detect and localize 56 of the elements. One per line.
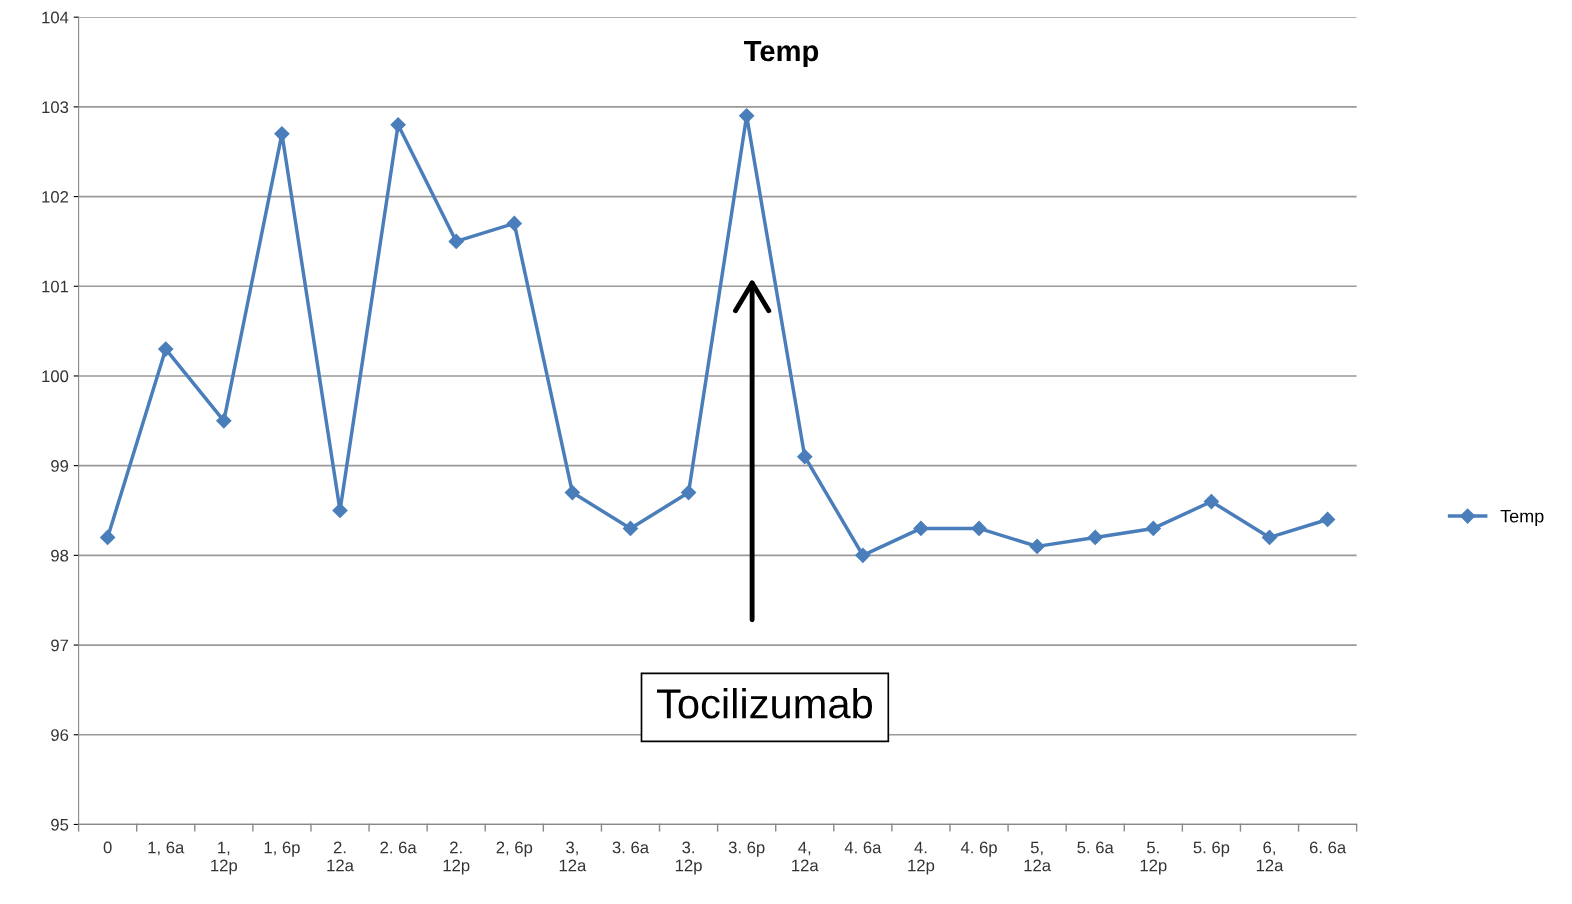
point xyxy=(100,529,116,545)
x-tick-label: 4, 12a xyxy=(792,841,819,872)
point xyxy=(158,341,174,357)
x-tick-label: 5. 6a xyxy=(1077,841,1114,854)
x-tick-label: 3. 12p xyxy=(675,841,702,875)
x-tick-label: 3, 12a xyxy=(559,841,587,872)
y-tick-label: 96 xyxy=(51,729,69,741)
point xyxy=(1203,493,1219,510)
legend-label: Temp xyxy=(1500,509,1544,527)
y-tick-label: 104 xyxy=(42,11,69,24)
x-tick-label: 6, 12a xyxy=(1256,841,1284,872)
y-tick-label: 100 xyxy=(42,370,69,383)
point xyxy=(1145,520,1161,537)
point xyxy=(564,484,580,501)
x-tick-label: 0 xyxy=(103,841,112,854)
x-tick-label: 5. 12p xyxy=(1140,841,1167,875)
x-tick-label: 6. 6a xyxy=(1309,841,1347,854)
text: Temp xyxy=(744,40,819,68)
x-tick-label: 4. 6a xyxy=(844,841,882,854)
x-tick-label: 3. 6p xyxy=(728,841,765,857)
y-tick-label: 101 xyxy=(42,280,69,293)
y-tick-label: 98 xyxy=(51,549,69,562)
x-tick-label: 1, 6a xyxy=(148,841,185,856)
point xyxy=(855,547,871,563)
x-tick-label: 4. 12p xyxy=(908,841,935,875)
x-tick-label: 1, 12p xyxy=(211,841,238,875)
x-tick-label: 2. 12a xyxy=(327,841,354,872)
point xyxy=(1320,511,1336,528)
point xyxy=(681,484,697,501)
y-tick-label: 99 xyxy=(51,460,69,472)
point xyxy=(274,126,290,142)
x-tick-label: 2. 12p xyxy=(443,841,470,875)
point xyxy=(1261,529,1278,545)
annotation: Tocilizumab xyxy=(657,687,872,719)
x-tick-label: 5, 12a xyxy=(1024,841,1052,872)
point xyxy=(797,449,813,465)
point xyxy=(1087,529,1103,545)
x-tick-label: 3. 6a xyxy=(612,841,650,854)
x-tick-label: 2. 6a xyxy=(380,841,417,854)
x-tick-label: 5. 6p xyxy=(1193,841,1230,857)
point xyxy=(739,108,755,124)
point xyxy=(448,233,464,249)
point xyxy=(506,215,522,232)
point xyxy=(622,520,639,537)
x-tick-label: 2, 6p xyxy=(496,841,533,857)
point xyxy=(1029,538,1045,554)
y-tick-label: 97 xyxy=(51,639,69,652)
x-tick-label: 4. 6p xyxy=(960,841,997,857)
point xyxy=(390,117,406,133)
y-tick-label: 102 xyxy=(42,190,69,203)
x-tick-label: 1, 6p xyxy=(264,841,300,857)
y-tick-label: 103 xyxy=(42,101,69,114)
point xyxy=(971,520,987,537)
point xyxy=(913,520,929,537)
y-tick-label: 95 xyxy=(51,818,69,831)
point xyxy=(216,413,232,429)
